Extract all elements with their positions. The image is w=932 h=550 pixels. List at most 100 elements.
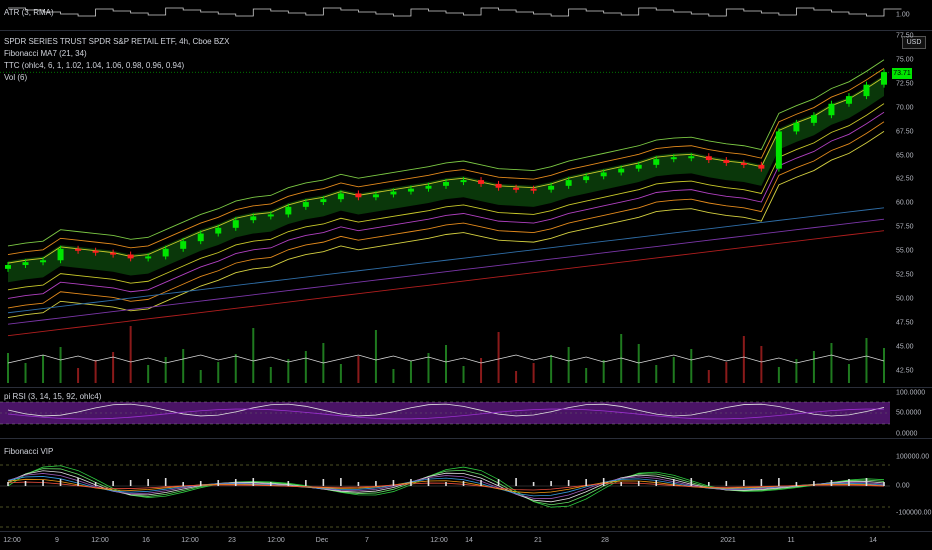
candle xyxy=(670,157,677,160)
vip-pane[interactable]: Fibonacci VIP xyxy=(0,439,890,531)
vip-line xyxy=(7,473,885,499)
volume-bar xyxy=(812,351,815,383)
time-tick: 12:00 xyxy=(181,537,199,544)
atr-pane[interactable]: ATR (3, RMA) xyxy=(0,0,890,30)
time-tick: 16 xyxy=(142,537,150,544)
volume-bar xyxy=(462,366,465,383)
rsi-signal-line xyxy=(7,408,885,420)
time-tick: 2021 xyxy=(720,537,736,544)
candle xyxy=(267,214,274,217)
volume-bar xyxy=(217,362,220,383)
rsi-tick-50: 50.0000 xyxy=(896,409,922,417)
price-tick: 60.00 xyxy=(896,199,914,207)
candle xyxy=(337,193,344,200)
time-tick: 28 xyxy=(601,537,609,544)
indicator-ttc: TTC (ohlc4, 6, 1, 1.02, 1.04, 1.06, 0.98… xyxy=(4,61,185,70)
vip-histogram-bar xyxy=(708,482,710,486)
time-tick: 14 xyxy=(465,537,473,544)
volume-bar xyxy=(304,351,307,383)
vip-histogram-bar xyxy=(340,478,342,486)
candle xyxy=(845,96,852,104)
vip-histogram-bar xyxy=(7,482,9,486)
time-tick: 21 xyxy=(534,537,542,544)
volume-bar xyxy=(567,347,570,383)
candle xyxy=(127,254,134,259)
vip-histogram-bar xyxy=(252,478,255,486)
vip-tick-high: 100000.00 xyxy=(896,453,930,461)
atr-line xyxy=(8,7,902,17)
candle xyxy=(40,260,47,263)
vip-histogram-bar xyxy=(445,482,447,486)
vip-histogram-bar xyxy=(147,479,149,486)
long-ma-line xyxy=(7,230,885,337)
candle xyxy=(600,172,607,177)
candle xyxy=(793,122,800,132)
volume-bar xyxy=(42,355,45,383)
volume-bar xyxy=(129,326,132,383)
price-tick: 42.50 xyxy=(896,367,914,375)
volume-bar xyxy=(847,364,850,383)
volume-bar xyxy=(77,368,80,383)
pane-divider xyxy=(0,438,932,439)
vip-histogram-bar xyxy=(59,479,62,486)
envelope-line xyxy=(7,59,885,247)
vip-histogram-bar xyxy=(427,478,430,486)
vip-histogram-bar xyxy=(375,481,377,486)
vip-histogram-bar xyxy=(690,478,693,486)
volume-bar xyxy=(24,363,27,383)
candle xyxy=(92,250,99,253)
candle xyxy=(320,199,327,203)
candle xyxy=(180,241,187,249)
volume-bar xyxy=(480,358,483,383)
volume-bar xyxy=(199,370,202,383)
vip-histogram-bar xyxy=(865,478,868,486)
price-tick: 65.00 xyxy=(896,152,914,159)
volume-bar xyxy=(777,367,780,383)
vip-histogram-bar xyxy=(287,481,290,486)
vip-label: Fibonacci VIP xyxy=(4,447,54,456)
vip-histogram-bar xyxy=(77,478,79,486)
vip-histogram-bar xyxy=(392,480,395,486)
time-tick: 12:00 xyxy=(430,537,448,544)
volume-bar xyxy=(182,349,185,383)
volume-bar xyxy=(690,349,693,383)
candle xyxy=(443,182,449,186)
vip-histogram-bar xyxy=(164,478,167,486)
long-ma-line xyxy=(7,207,885,314)
price-tick: 50.00 xyxy=(896,295,914,303)
time-tick: Dec xyxy=(315,537,329,544)
price-pane[interactable]: SPDR SERIES TRUST SPDR S&P RETAIL ETF, 4… xyxy=(0,31,890,387)
vip-histogram-bar xyxy=(848,479,850,486)
vip-histogram-bar xyxy=(620,482,622,486)
vip-histogram-bar xyxy=(270,482,272,486)
candle xyxy=(460,180,467,183)
volume-bar xyxy=(7,353,9,383)
volume-bar xyxy=(497,332,500,383)
atr-value: 1.00 xyxy=(896,11,910,19)
rsi-pane[interactable]: pi RSI (3, 14, 15, 92, ohlc4) xyxy=(0,388,890,438)
volume-bar xyxy=(620,334,623,383)
vip-histogram-bar xyxy=(462,481,465,486)
vip-histogram-bar xyxy=(655,480,658,486)
volume-bar xyxy=(409,361,412,383)
candle xyxy=(653,159,660,165)
volume-bar xyxy=(830,343,833,383)
envelope-line xyxy=(7,67,885,255)
candle xyxy=(145,256,152,259)
price-tick: 55.00 xyxy=(896,247,914,255)
vip-histogram-bar xyxy=(567,480,570,486)
vip-line xyxy=(7,476,885,497)
vip-histogram-bar xyxy=(94,482,97,486)
currency-badge[interactable]: USD xyxy=(902,36,926,49)
price-tick: 77.50 xyxy=(896,32,914,40)
volume-bar xyxy=(637,344,640,383)
vip-histogram-bar xyxy=(305,480,307,486)
candle xyxy=(881,72,887,85)
candle xyxy=(232,220,239,228)
vip-histogram-bar xyxy=(813,481,815,486)
price-tick: 75.00 xyxy=(896,56,914,64)
vip-histogram-bar xyxy=(672,479,675,486)
candle xyxy=(495,183,502,188)
volume-bar xyxy=(515,371,518,383)
